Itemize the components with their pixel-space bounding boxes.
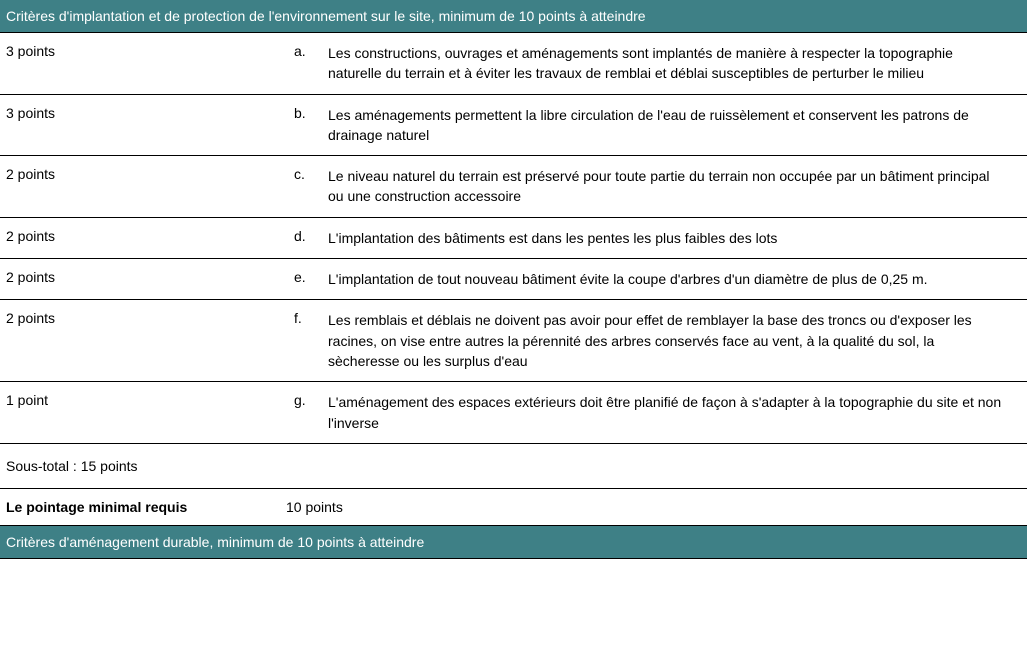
criterion-wrapper: d. L'implantation des bâtiments est dans… [286,228,1021,248]
criterion-text: Le niveau naturel du terrain est préserv… [328,166,1021,207]
points-cell: 2 points [0,259,280,300]
criterion-wrapper: c. Le niveau naturel du terrain est prés… [286,166,1021,207]
criterion-cell: b. Les aménagements permettent la libre … [280,94,1027,156]
criterion-letter: b. [286,105,312,146]
criterion-letter: c. [286,166,312,207]
table-row: 2 points d. L'implantation des bâtiments… [0,217,1027,258]
table1-header-text: Critères d'implantation et de protection… [0,0,1027,33]
criterion-text: L'implantation de tout nouveau bâtiment … [328,269,1021,289]
criterion-letter: e. [286,269,312,289]
criterion-letter: a. [286,43,312,84]
criterion-text: Les constructions, ouvrages et aménageme… [328,43,1021,84]
table-row: 1 point g. L'aménagement des espaces ext… [0,382,1027,444]
criterion-text: L'aménagement des espaces extérieurs doi… [328,392,1021,433]
points-cell: 1 point [0,382,280,444]
criterion-cell: f. Les remblais et déblais ne doivent pa… [280,300,1027,382]
criterion-letter: d. [286,228,312,248]
criterion-cell: d. L'implantation des bâtiments est dans… [280,217,1027,258]
criterion-letter: f. [286,310,312,371]
criterion-wrapper: e. L'implantation de tout nouveau bâtime… [286,269,1021,289]
criterion-text: Les remblais et déblais ne doivent pas a… [328,310,1021,371]
points-cell: 2 points [0,300,280,382]
criterion-cell: a. Les constructions, ouvrages et aménag… [280,33,1027,95]
table-row: 2 points c. Le niveau naturel du terrain… [0,156,1027,218]
subtotal-empty [280,443,1027,488]
subtotal-row: Sous-total : 15 points [0,443,1027,488]
minimum-value: 10 points [280,488,1027,525]
criterion-cell: e. L'implantation de tout nouveau bâtime… [280,259,1027,300]
table2-header-text: Critères d'aménagement durable, minimum … [0,525,1027,558]
table2-header-row: Critères d'aménagement durable, minimum … [0,525,1027,558]
subtotal-label: Sous-total : 15 points [0,443,280,488]
criterion-text: L'implantation des bâtiments est dans le… [328,228,1021,248]
criterion-cell: c. Le niveau naturel du terrain est prés… [280,156,1027,218]
criterion-text: Les aménagements permettent la libre cir… [328,105,1021,146]
points-cell: 2 points [0,156,280,218]
points-cell: 3 points [0,94,280,156]
table1-header-row: Critères d'implantation et de protection… [0,0,1027,33]
table-row: 3 points b. Les aménagements permettent … [0,94,1027,156]
criterion-wrapper: f. Les remblais et déblais ne doivent pa… [286,310,1021,371]
criterion-letter: g. [286,392,312,433]
table-row: 3 points a. Les constructions, ouvrages … [0,33,1027,95]
criterion-wrapper: a. Les constructions, ouvrages et aménag… [286,43,1021,84]
minimum-row: Le pointage minimal requis 10 points [0,488,1027,525]
criterion-cell: g. L'aménagement des espaces extérieurs … [280,382,1027,444]
minimum-label: Le pointage minimal requis [0,488,280,525]
criterion-wrapper: b. Les aménagements permettent la libre … [286,105,1021,146]
points-cell: 2 points [0,217,280,258]
criteria-table-1: Critères d'implantation et de protection… [0,0,1027,559]
table-row: 2 points f. Les remblais et déblais ne d… [0,300,1027,382]
criterion-wrapper: g. L'aménagement des espaces extérieurs … [286,392,1021,433]
points-cell: 3 points [0,33,280,95]
table-row: 2 points e. L'implantation de tout nouve… [0,259,1027,300]
